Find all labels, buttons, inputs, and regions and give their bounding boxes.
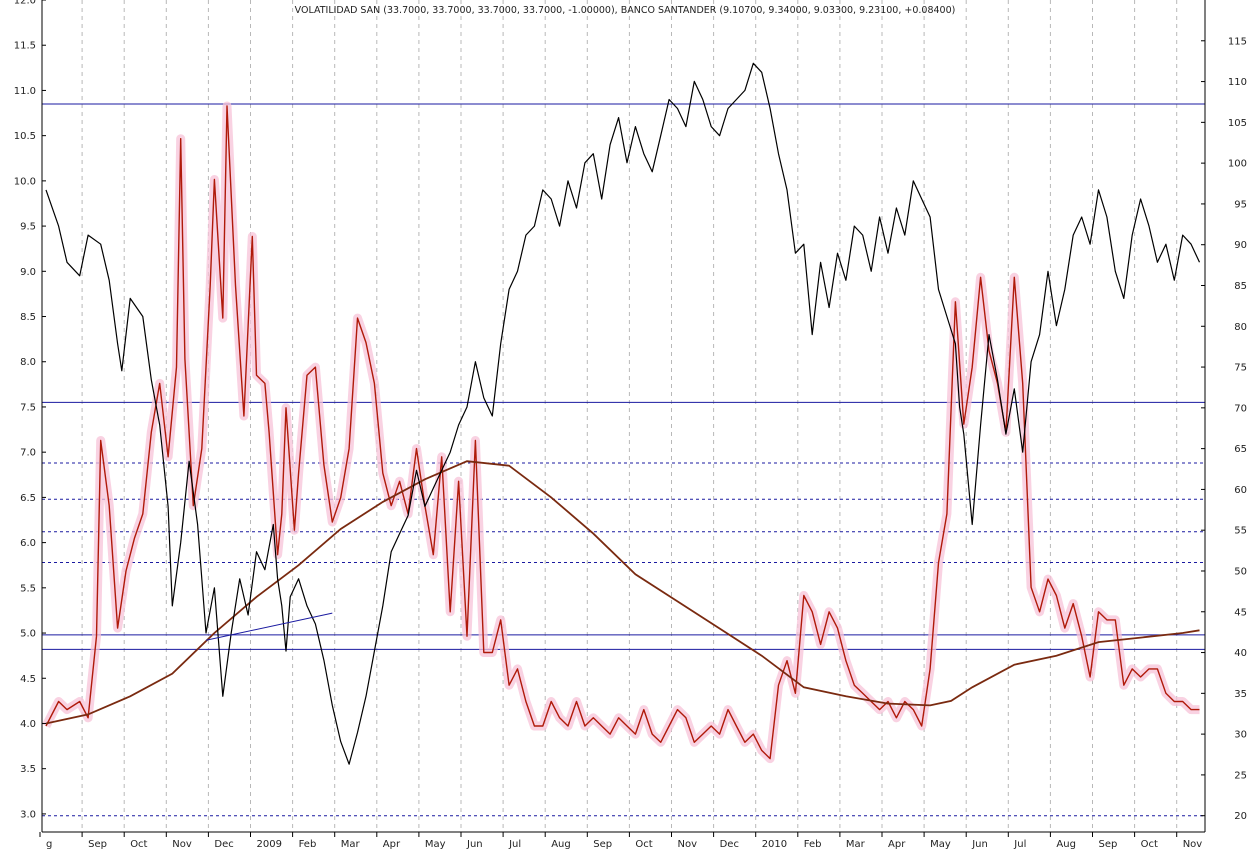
left-tick-label: 6.0 <box>20 538 36 549</box>
right-tick-label: 95 <box>1234 199 1247 210</box>
x-tick-label: Oct <box>635 839 652 850</box>
right-tick-label: 45 <box>1234 607 1247 618</box>
right-tick-label: 35 <box>1234 689 1247 700</box>
right-tick-label: 100 <box>1228 159 1247 170</box>
x-tick-label: Feb <box>804 839 822 850</box>
x-tick-label: Dec <box>720 839 739 850</box>
right-tick-label: 105 <box>1228 118 1247 129</box>
horizontal-levels <box>42 103 1205 817</box>
right-tick-label: 115 <box>1228 36 1247 47</box>
x-tick-label: Aug <box>1056 839 1076 850</box>
x-tick-label: May <box>425 839 446 850</box>
left-tick-label: 6.5 <box>20 493 36 504</box>
right-tick-label: 85 <box>1234 281 1247 292</box>
left-tick-label: 10.5 <box>14 131 36 142</box>
x-tick-label: Oct <box>1141 839 1158 850</box>
chart-title: VOLATILIDAD SAN (33.7000, 33.7000, 33.70… <box>295 5 956 16</box>
left-tick-label: 8.5 <box>20 312 36 323</box>
x-tick-label: 2010 <box>762 839 787 850</box>
volatility-glow <box>41 101 1200 764</box>
left-tick-label: 3.0 <box>20 809 36 820</box>
x-tick-label: Sep <box>1099 839 1118 850</box>
right-tick-label: 65 <box>1234 444 1247 455</box>
x-tick-label: Mar <box>341 839 361 850</box>
right-tick-label: 20 <box>1234 811 1247 822</box>
x-tick-label: May <box>930 839 951 850</box>
left-tick-label: 9.5 <box>20 222 36 233</box>
left-tick-label: 4.5 <box>20 674 36 685</box>
x-tick-label: Mar <box>846 839 866 850</box>
right-tick-label: 90 <box>1234 240 1247 251</box>
left-tick-label: 11.5 <box>14 41 36 52</box>
left-axis: 12.0 11.5 11.0 10.5 10.0 9.5 9.0 8.5 8.0 7.5 7.0 6.… <box>14 0 46 820</box>
x-tick-label: Jun <box>466 839 483 850</box>
left-tick-label: 5.0 <box>20 629 36 640</box>
x-tick-label: Dec <box>214 839 233 850</box>
x-tick-label: Nov <box>1183 839 1203 850</box>
x-tick-label: Jul <box>508 839 521 850</box>
left-tick-label: 8.0 <box>20 357 36 368</box>
plot-frame <box>41 0 1206 833</box>
x-tick-label: Nov <box>678 839 698 850</box>
x-tick-label: Sep <box>88 839 107 850</box>
x-tick-label: Jun <box>971 839 988 850</box>
right-tick-label: 30 <box>1234 730 1247 741</box>
left-tick-label: 9.0 <box>20 267 36 278</box>
left-tick-label: 11.0 <box>14 86 36 97</box>
data-series <box>41 62 1201 765</box>
right-tick-label: 25 <box>1234 770 1247 781</box>
left-tick-label: 10.0 <box>14 176 36 187</box>
right-tick-label: 80 <box>1234 322 1247 333</box>
right-tick-label: 60 <box>1234 485 1247 496</box>
x-tick-label: g <box>46 839 52 850</box>
right-tick-label: 55 <box>1234 526 1247 537</box>
right-tick-label: 40 <box>1234 648 1247 659</box>
x-tick-label: 2009 <box>257 839 282 850</box>
left-tick-label: 5.5 <box>20 583 36 594</box>
x-tick-label: Aug <box>551 839 571 850</box>
x-tick-label: Oct <box>130 839 147 850</box>
right-tick-label: 70 <box>1234 403 1247 414</box>
x-tick-label: Apr <box>383 839 401 850</box>
right-axis: 115 110 105 100 95 90 85 80 75 70 65 60 55 50 45 40 35 30… <box>1201 36 1247 822</box>
price-line <box>45 62 1201 765</box>
x-tick-label: Feb <box>299 839 317 850</box>
x-tick-label: Nov <box>172 839 192 850</box>
x-tick-label: Sep <box>593 839 612 850</box>
x-tick-label: Jul <box>1013 839 1026 850</box>
left-tick-label: 3.5 <box>20 764 36 775</box>
x-tick-label: Apr <box>888 839 906 850</box>
left-tick-label: 4.0 <box>20 719 36 730</box>
left-tick-label: 12.0 <box>14 0 36 7</box>
right-tick-label: 50 <box>1234 566 1247 577</box>
left-tick-label: 7.5 <box>20 402 36 413</box>
left-tick-label: 7.0 <box>20 448 36 459</box>
right-tick-label: 75 <box>1234 363 1247 374</box>
trend-line <box>205 612 333 641</box>
x-axis: g Sep Oct Nov Dec 2009 Feb Mar Apr May Jun Jul Aug Se… <box>39 832 1203 850</box>
right-tick-label: 110 <box>1228 77 1247 88</box>
